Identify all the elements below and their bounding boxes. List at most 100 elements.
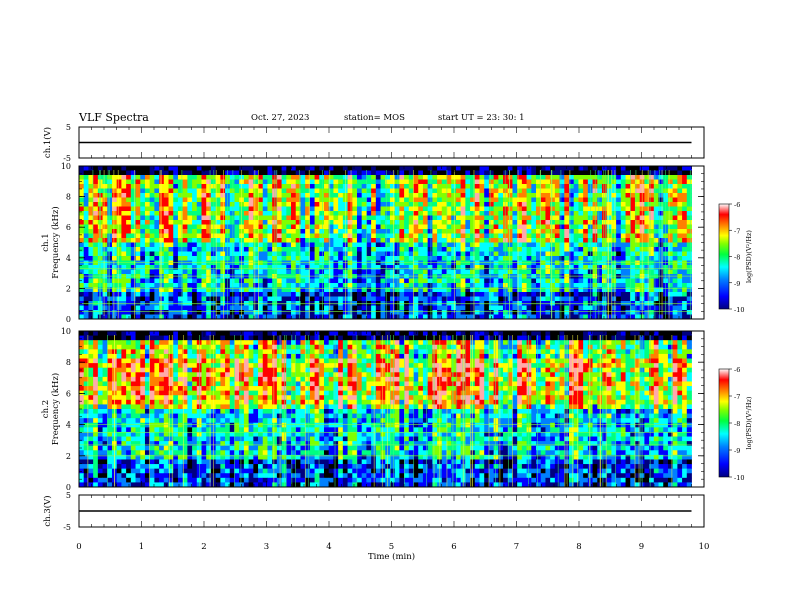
spectrogram-cell [206, 269, 212, 275]
spectrogram-cell [385, 278, 391, 284]
spectrogram-cell [512, 331, 518, 336]
spectrogram-cell [314, 193, 320, 198]
spectrogram-cell [404, 166, 410, 171]
spectrogram-cell [276, 242, 282, 248]
spectrogram-cell [437, 296, 443, 302]
spectrogram-cell [356, 292, 363, 297]
spectrogram-cell [653, 170, 659, 176]
spectrogram-cell [352, 292, 358, 297]
spectrogram-cell [479, 247, 485, 252]
spectrogram-cell [192, 260, 198, 266]
spectrogram-cell [154, 197, 160, 203]
spectrogram-cell [173, 310, 179, 315]
spectrogram-cell [338, 220, 344, 225]
spectrogram-cell [347, 269, 353, 275]
spectrogram-cell [488, 206, 495, 212]
spectrogram-cell [130, 287, 136, 293]
spectrogram-cell [229, 292, 235, 297]
spectrogram-cell [422, 278, 429, 284]
spectrogram-cell [333, 283, 339, 288]
spectrogram-cell [324, 335, 330, 341]
spectrogram-cell [422, 188, 429, 194]
spectrogram-cell [512, 247, 518, 252]
spectrogram-cell [192, 335, 198, 341]
spectrogram-cell [465, 166, 471, 171]
spectrogram-cell [653, 305, 659, 311]
spectrogram-cell [79, 179, 85, 185]
spectrogram-cell [177, 238, 184, 243]
spectrogram-cell [644, 188, 650, 194]
spectrogram-cell [503, 278, 509, 284]
spectrogram-cell [672, 206, 678, 212]
spectrogram-cell [154, 344, 160, 350]
spectrogram-cell [389, 211, 396, 216]
spectrogram-cell [328, 197, 334, 203]
spectrogram-cell [173, 251, 179, 257]
spectrogram-cell [639, 166, 645, 171]
spectrogram-cell [88, 238, 94, 243]
spectrogram-cell [192, 278, 198, 284]
spectrogram-cell [559, 242, 565, 248]
spectrogram-cell [498, 314, 504, 320]
spectrogram-cell [144, 184, 151, 189]
spectrogram-cell [470, 260, 476, 266]
spectrogram-cell [597, 287, 603, 293]
spectrogram-cell [441, 260, 447, 266]
spectrogram-cell [441, 175, 447, 180]
spectrogram-cell [620, 184, 626, 189]
spectrogram-cell [93, 238, 99, 243]
spectrogram-cell [634, 233, 641, 239]
spectrogram-cell [361, 170, 367, 176]
spectrogram-cell [620, 260, 626, 266]
spectrogram-cell [427, 310, 433, 315]
spectrogram-cell [531, 278, 537, 284]
spectrogram-cell [300, 224, 306, 230]
spectrogram-cell [465, 175, 471, 180]
spectrogram-cell [154, 233, 160, 239]
spectrogram-cell [634, 238, 641, 243]
spectrogram-cell [121, 193, 127, 198]
spectrogram-cell [653, 238, 659, 243]
spectrogram-cell [634, 170, 641, 176]
spectrogram-cell [272, 340, 278, 346]
spectrogram-cell [276, 305, 282, 311]
spectrogram-cell [521, 305, 527, 311]
spectrogram-cell [682, 256, 688, 261]
spectrogram-cell [550, 179, 556, 185]
spectrogram-cell [187, 229, 193, 234]
spectrogram-cell [479, 260, 485, 266]
spectrogram-cell [116, 340, 122, 346]
spectrogram-cell [460, 175, 466, 180]
spectrogram-cell [333, 224, 339, 230]
spectrogram-cell [215, 211, 221, 216]
spectrogram-cell [319, 188, 325, 194]
spectrogram-cell [465, 251, 471, 257]
spectrogram-cell [540, 310, 546, 315]
spectrogram-cell [107, 211, 113, 216]
spectrogram-cell [319, 197, 325, 203]
spectrogram-cell [154, 287, 160, 293]
spectrogram-cell [300, 260, 306, 266]
spectrogram-cell [441, 242, 447, 248]
spectrogram-cell [507, 314, 513, 320]
spectrogram-cell [276, 331, 282, 336]
spectrogram-cell [569, 211, 575, 216]
spectrogram-cell [220, 215, 226, 221]
spectrogram-cell [616, 269, 622, 275]
spectrogram-cell [455, 184, 462, 189]
spectrogram-cell [83, 287, 89, 293]
spectrogram-cell [93, 224, 99, 230]
spectrogram-cell [361, 188, 367, 194]
spectrogram-cell [521, 220, 527, 225]
spectrogram-cell [667, 193, 674, 198]
spectrogram-cell [559, 283, 565, 288]
spectrogram-cell [88, 179, 94, 185]
spectrogram-cell [498, 340, 504, 346]
spectrogram-cell [540, 211, 546, 216]
spectrogram-cell [149, 220, 155, 225]
spectrogram-cell [154, 335, 160, 341]
spectrogram-cell [126, 335, 132, 341]
spectrogram-cell [300, 314, 306, 320]
spectrogram-cell [470, 314, 476, 320]
spectrogram-cell [281, 179, 287, 185]
